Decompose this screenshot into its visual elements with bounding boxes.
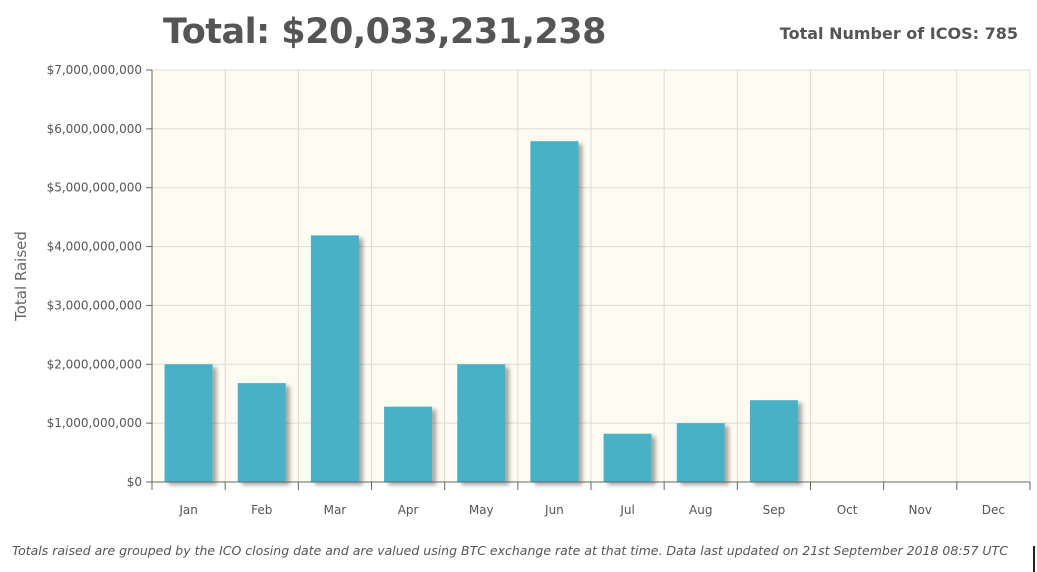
x-tick-label: Jul (619, 503, 634, 517)
x-tick-label: Apr (398, 503, 419, 517)
bar-jul[interactable] (603, 433, 652, 482)
y-tick-label: $6,000,000,000 (47, 122, 142, 136)
gridlines (151, 69, 1031, 483)
edge-divider (1033, 546, 1035, 572)
bar-apr[interactable] (384, 406, 433, 482)
y-tick-label: $7,000,000,000 (47, 63, 142, 77)
y-tick-label: $0 (127, 475, 142, 489)
y-tick-label: $5,000,000,000 (47, 181, 142, 195)
x-tick-label: Mar (324, 503, 347, 517)
bar-chart: $0 $1,000,000,000 $2,000,000,000 $3,000,000… (12, 63, 1031, 517)
bar-jun[interactable] (530, 141, 579, 482)
x-tick-label: Dec (982, 503, 1005, 517)
bar-feb[interactable] (237, 383, 286, 482)
ico-count-label: Total Number of ICOS: 785 (779, 24, 1018, 43)
y-tick-label: $2,000,000,000 (47, 357, 142, 371)
y-axis-title: Total Raised (12, 231, 30, 322)
x-tick-label: Jan (178, 503, 198, 517)
chart-title: Total: $20,033,231,238 (163, 12, 606, 52)
bar-aug[interactable] (676, 423, 725, 482)
y-tick-label: $1,000,000,000 (47, 416, 142, 430)
x-tick-label: Jun (544, 503, 564, 517)
x-tick-label: May (469, 503, 494, 517)
x-tick-label: Oct (837, 503, 858, 517)
x-tick-label: Aug (689, 503, 712, 517)
y-tick-label: $3,000,000,000 (47, 298, 142, 312)
footnote: Totals raised are grouped by the ICO clo… (12, 543, 1008, 558)
x-tick-label: Feb (251, 503, 272, 517)
bar-may[interactable] (457, 364, 506, 482)
bars (164, 141, 798, 482)
bar-sep[interactable] (749, 400, 798, 482)
bar-mar[interactable] (310, 235, 359, 482)
x-tick-label: Nov (909, 503, 932, 517)
axes: $0 $1,000,000,000 $2,000,000,000 $3,000,000… (47, 63, 1031, 517)
y-tick-label: $4,000,000,000 (47, 240, 142, 254)
bar-jan[interactable] (164, 364, 213, 482)
x-tick-label: Sep (763, 503, 786, 517)
